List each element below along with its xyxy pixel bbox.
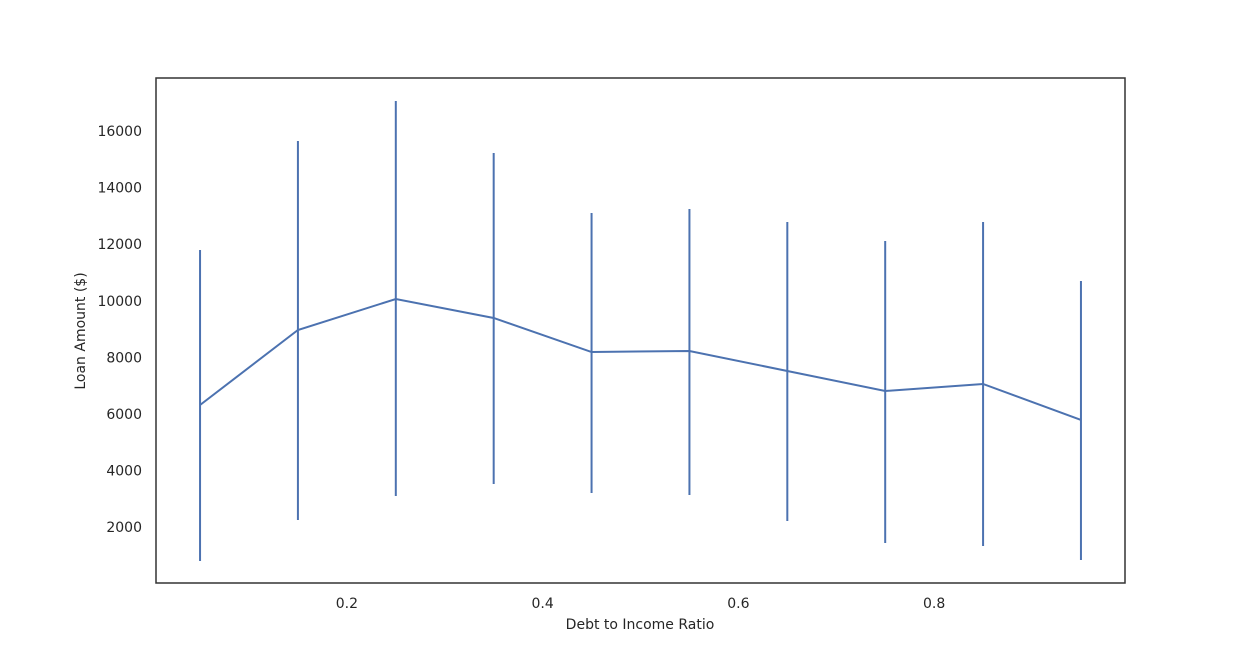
y-tick-label: 2000	[106, 520, 142, 536]
plot-frame	[155, 77, 1126, 584]
y-tick-label: 16000	[97, 124, 142, 140]
y-tick-label: 12000	[97, 237, 142, 253]
y-tick-label: 10000	[97, 294, 142, 310]
line	[199, 297, 1082, 421]
x-tick-label: 0.4	[531, 596, 553, 612]
y-tick-label: 8000	[106, 350, 142, 366]
y-axis-label: Loan Amount ($)	[73, 272, 89, 389]
y-tick-label: 6000	[106, 407, 142, 423]
y-tick-label: 14000	[97, 181, 142, 197]
x-tick-label: 0.8	[923, 596, 945, 612]
x-tick-label: 0.6	[727, 596, 749, 612]
x-tick-label: 0.2	[336, 596, 358, 612]
x-axis-label: Debt to Income Ratio	[566, 617, 715, 633]
y-tick-label: 4000	[106, 463, 142, 479]
